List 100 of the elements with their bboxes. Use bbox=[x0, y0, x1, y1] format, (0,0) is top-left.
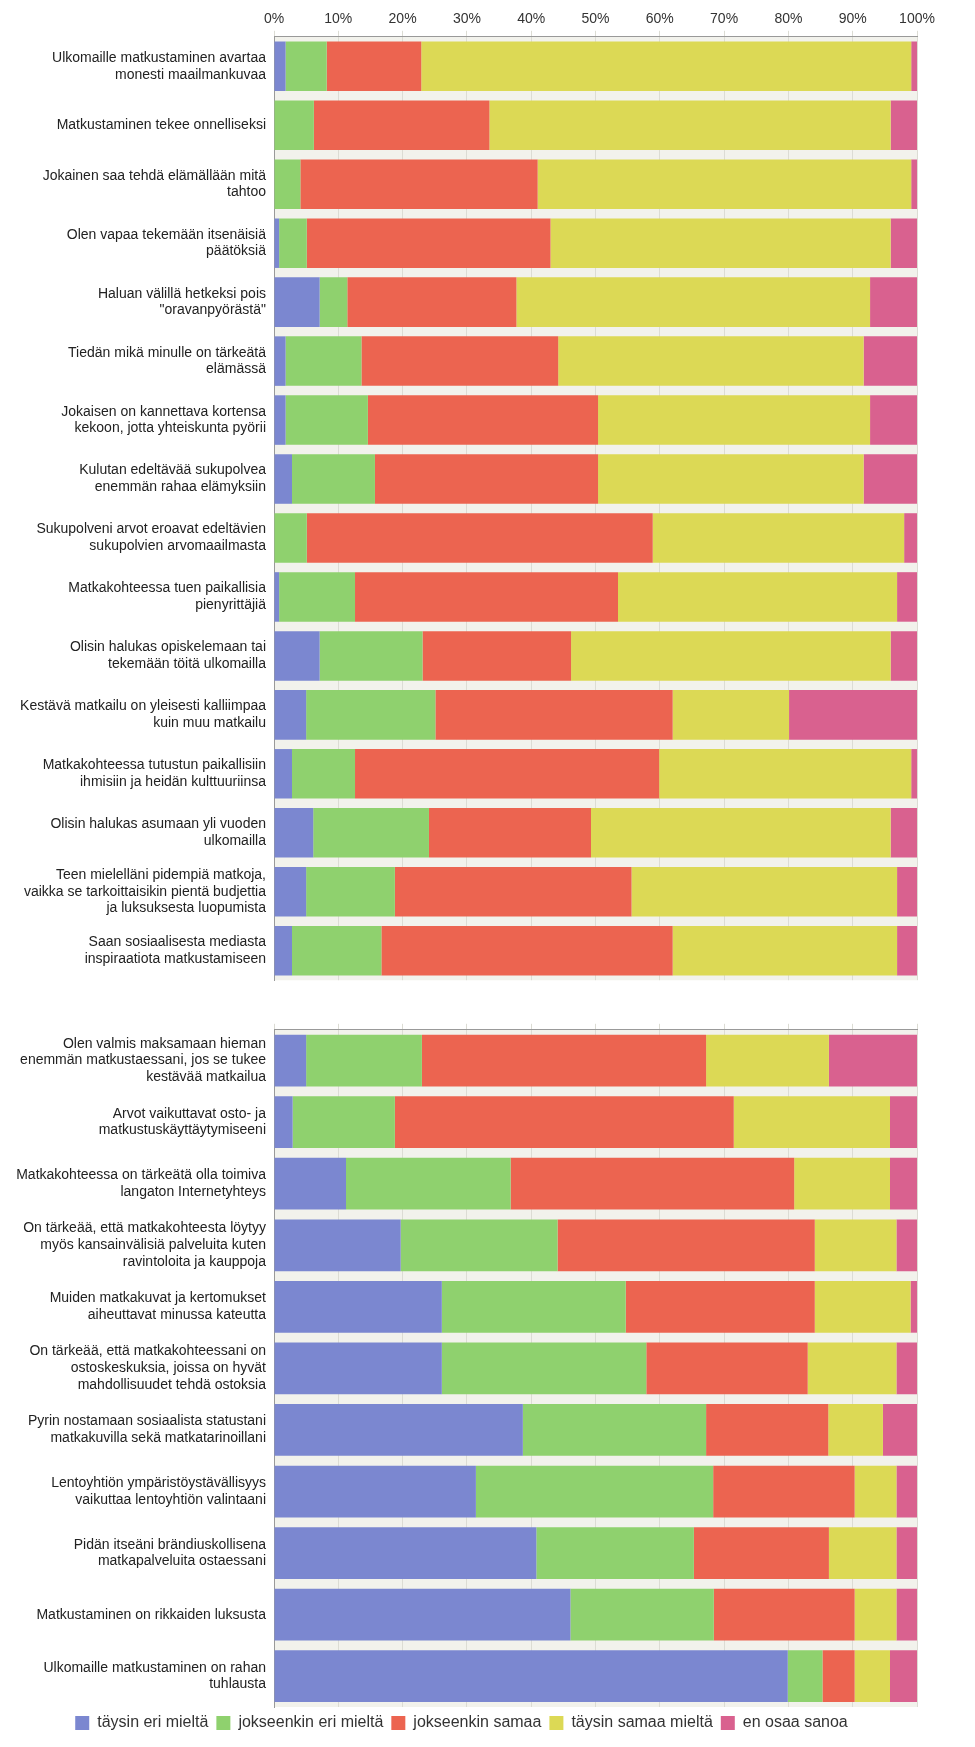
bar bbox=[274, 1342, 442, 1395]
bar bbox=[591, 808, 891, 858]
bar bbox=[285, 336, 362, 386]
bar bbox=[890, 631, 917, 681]
bar bbox=[889, 1650, 917, 1703]
bar bbox=[794, 1157, 890, 1210]
legend-label: jokseenkin samaa bbox=[412, 1713, 542, 1731]
bar bbox=[367, 395, 599, 445]
bar bbox=[274, 336, 286, 386]
bar bbox=[672, 925, 898, 976]
bar bbox=[706, 1034, 829, 1087]
bar bbox=[854, 1588, 897, 1641]
bar bbox=[435, 690, 673, 740]
bar bbox=[274, 41, 286, 92]
y-tick-label: Olen valmis maksamaan hieman enemmän matkustaessani, jos se tukee kestävää matkailua bbox=[20, 1034, 267, 1085]
bar bbox=[441, 1280, 626, 1333]
bar bbox=[274, 749, 292, 799]
bar bbox=[882, 1404, 917, 1456]
bar bbox=[292, 925, 382, 976]
bar bbox=[306, 218, 551, 268]
y-tick-label: Ulkomaille matkustaminen avartaa monesti maailmankuvaa bbox=[52, 48, 267, 82]
y-tick-label: Olisin halukas opiskelemaan tai tekemään töitä ulkomailla bbox=[69, 638, 267, 672]
bar bbox=[274, 395, 286, 445]
bar bbox=[889, 1096, 917, 1148]
bar bbox=[274, 1527, 537, 1579]
bar bbox=[381, 925, 673, 976]
bar bbox=[306, 513, 653, 563]
legend-label: täysin samaa mieltä bbox=[571, 1713, 713, 1731]
x-tick-label: 70% bbox=[710, 10, 739, 27]
bar bbox=[828, 1527, 897, 1579]
x-tick-label: 0% bbox=[263, 10, 285, 27]
bar bbox=[693, 1527, 829, 1579]
bar bbox=[854, 1465, 897, 1518]
bar bbox=[274, 1157, 347, 1210]
y-tick-label: Pidän itseäni brändiuskollisena matkapalveluita ostaessani bbox=[73, 1535, 267, 1569]
bar bbox=[441, 1342, 647, 1395]
bar bbox=[274, 513, 307, 563]
bar bbox=[292, 749, 356, 799]
bar bbox=[306, 690, 436, 740]
y-tick-label: Kestävä matkailu on yleisesti kalliimpaa kuin muu matkailu bbox=[20, 697, 267, 731]
bar bbox=[522, 1404, 707, 1456]
bar bbox=[510, 1157, 795, 1210]
bar bbox=[292, 454, 375, 504]
y-tick-label: Pyrin nostamaan sosiaalista statustani matkakuvilla sekä matkatarinoillani bbox=[27, 1412, 266, 1446]
bar bbox=[274, 866, 307, 917]
y-tick-label: Teen mielelläni pidempiä matkoja, vaikka se tarkoittaisikin pientä budjettia ja luksuksesta luopumista bbox=[23, 865, 267, 916]
bar bbox=[355, 572, 619, 622]
bar bbox=[475, 1465, 714, 1518]
bar bbox=[274, 1034, 307, 1087]
bar bbox=[292, 1096, 395, 1148]
bar bbox=[897, 866, 917, 917]
bar bbox=[713, 1465, 855, 1518]
bar bbox=[896, 1588, 917, 1641]
bar bbox=[319, 631, 423, 681]
bar bbox=[285, 41, 327, 92]
y-tick-label: Olisin halukas asumaan yli vuoden ulkomailla bbox=[50, 815, 267, 849]
y-tick-label: Ulkomaille matkustaminen on rahan tuhlausta bbox=[43, 1658, 267, 1692]
bar bbox=[910, 1280, 917, 1333]
legend-label: en osaa sanoa bbox=[742, 1713, 848, 1731]
bar bbox=[733, 1096, 890, 1148]
bar bbox=[897, 572, 917, 622]
bar bbox=[374, 454, 599, 504]
bar bbox=[828, 1034, 917, 1087]
bar bbox=[911, 749, 917, 799]
bar bbox=[911, 41, 917, 92]
bar bbox=[889, 1157, 917, 1210]
bar bbox=[274, 1096, 293, 1148]
bar bbox=[814, 1280, 911, 1333]
bar bbox=[625, 1280, 815, 1333]
bar bbox=[428, 808, 591, 858]
y-tick-label: Muiden matkakuvat ja kertomukset aiheuttavat minussa kateutta bbox=[49, 1289, 267, 1323]
bar bbox=[394, 866, 632, 917]
bar bbox=[421, 1034, 707, 1087]
bar bbox=[557, 1219, 815, 1272]
bar bbox=[814, 1219, 897, 1272]
bar bbox=[631, 866, 898, 917]
bar bbox=[896, 1527, 917, 1579]
bar bbox=[285, 395, 368, 445]
bar bbox=[904, 513, 917, 563]
bar bbox=[306, 866, 395, 917]
y-tick-label: Jokaisen on kannettava kortensa kekoon, jotta yhteiskunta pyörii bbox=[61, 402, 267, 436]
bar bbox=[274, 631, 320, 681]
x-tick-label: 10% bbox=[324, 10, 353, 27]
legend-label: täysin eri mieltä bbox=[97, 1713, 209, 1731]
bar bbox=[897, 925, 917, 976]
bar bbox=[807, 1342, 897, 1395]
y-tick-label: On tärkeää, että matkakohteessani on ostoskeskuksia, joissa on hyvät mahdollisuudet tehdä ostoksia bbox=[29, 1342, 267, 1393]
bar bbox=[279, 218, 307, 268]
bar bbox=[274, 454, 292, 504]
bar bbox=[789, 690, 917, 740]
bar bbox=[870, 395, 917, 445]
bar bbox=[274, 690, 307, 740]
bar bbox=[536, 1527, 694, 1579]
bar bbox=[274, 159, 301, 209]
bar bbox=[890, 808, 917, 858]
x-tick-label: 30% bbox=[452, 10, 481, 27]
y-tick-label: On tärkeää, että matkakohteesta löytyy myös kansainvälisiä palveluita kuten ravintoloita ja kauppoja bbox=[23, 1219, 267, 1269]
bar bbox=[890, 218, 917, 268]
bar bbox=[274, 1650, 788, 1703]
bar bbox=[355, 749, 660, 799]
